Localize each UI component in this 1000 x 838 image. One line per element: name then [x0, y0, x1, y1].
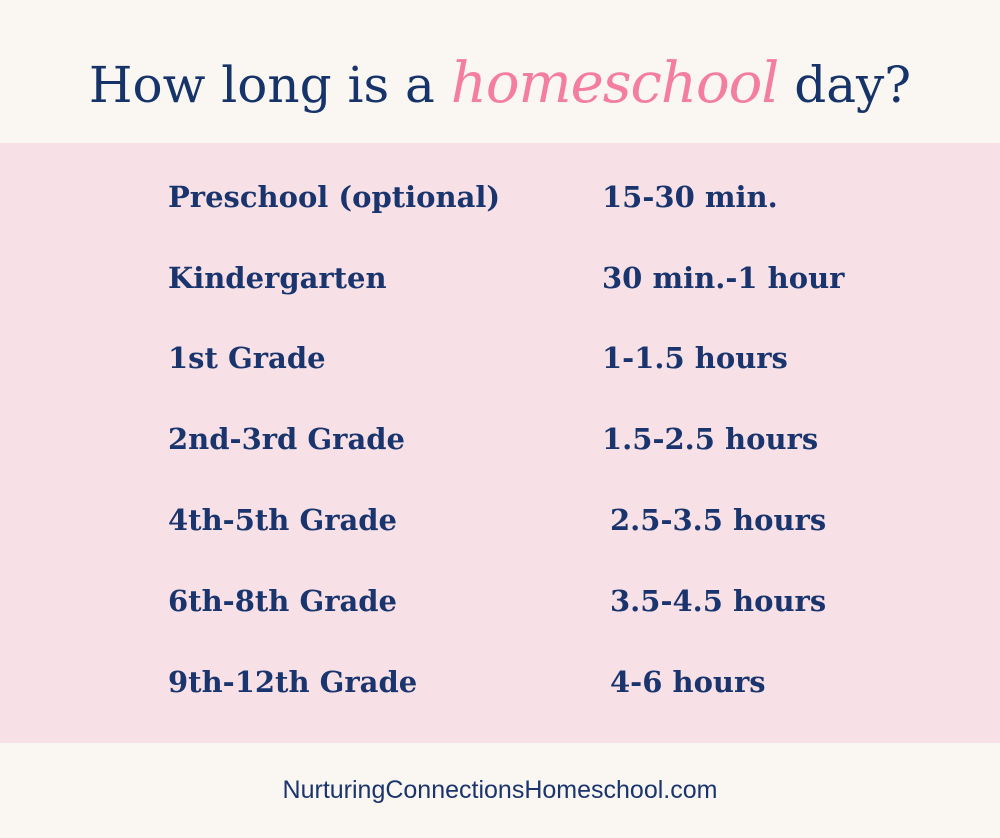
schedule-row: 2nd-3rd Grade 1.5-2.5 hours: [0, 414, 1000, 464]
page-title: How long is a homeschool day?: [0, 44, 1000, 125]
website-footer: NurturingConnectionsHomeschool.com: [282, 776, 718, 804]
grade-label: Kindergarten: [168, 261, 387, 295]
time-value: 2.5-3.5 hours: [610, 503, 827, 537]
grade-label: 2nd-3rd Grade: [168, 422, 405, 456]
time-value: 1.5-2.5 hours: [602, 422, 819, 456]
grade-label: 4th-5th Grade: [168, 503, 398, 537]
time-value: 3.5-4.5 hours: [610, 584, 827, 618]
grade-label: 9th-12th Grade: [168, 665, 418, 699]
title-accent: homeschool: [450, 51, 780, 116]
schedule-row: 1st Grade 1-1.5 hours: [0, 333, 1000, 383]
schedule-row: 9th-12th Grade 4-6 hours: [0, 657, 1000, 707]
schedule-row: Preschool (optional) 15-30 min.: [0, 172, 1000, 222]
grade-label: Preschool (optional): [168, 180, 501, 214]
time-value: 30 min.-1 hour: [602, 261, 845, 295]
schedule-row: 4th-5th Grade 2.5-3.5 hours: [0, 495, 1000, 545]
grade-label: 6th-8th Grade: [168, 584, 398, 618]
schedule-row: 6th-8th Grade 3.5-4.5 hours: [0, 576, 1000, 626]
time-value: 15-30 min.: [602, 180, 778, 214]
title-text-end: day?: [794, 56, 912, 114]
time-value: 4-6 hours: [610, 665, 766, 699]
schedule-panel: [0, 143, 1000, 743]
grade-label: 1st Grade: [168, 341, 326, 375]
title-text: How long is a: [88, 56, 435, 114]
time-value: 1-1.5 hours: [602, 341, 788, 375]
schedule-row: Kindergarten 30 min.-1 hour: [0, 253, 1000, 303]
